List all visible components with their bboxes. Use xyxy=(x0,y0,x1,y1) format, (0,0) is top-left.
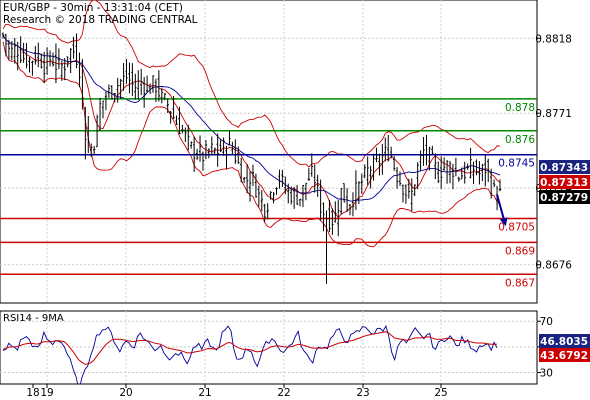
fast-ma-line xyxy=(2,35,501,219)
x-tick-label: 18 xyxy=(26,387,39,399)
price-badge-red-box xyxy=(539,175,590,189)
rsi-line xyxy=(2,324,498,384)
price-tick-label: 0.8771 xyxy=(535,108,572,120)
rsi-ma-line xyxy=(2,331,497,365)
bollinger-bands xyxy=(2,0,501,248)
x-grid: 18 19 20 21 22 23 25 xyxy=(0,0,537,399)
price-badge-blue-label: 0.87343 xyxy=(540,162,588,174)
rsi-grid: 705030 xyxy=(0,316,553,379)
header-symbol-line: EUR/GBP - 30min - 13:31:04 (CET) xyxy=(3,2,183,14)
rsi-tick-label: 70 xyxy=(540,316,553,328)
price-tick-label: 0.8818 xyxy=(535,33,572,45)
price-badge-red-label: 0.87313 xyxy=(540,177,588,189)
forecast-arrow xyxy=(496,194,508,227)
price-badges: 0.87343 0.87313 0.87279 46.8035 43.6792 xyxy=(539,160,590,362)
level-label: 0.869 xyxy=(505,245,535,257)
upper-band-line xyxy=(2,0,501,168)
x-tick-label: 22 xyxy=(277,387,290,399)
x-tick-label: 25 xyxy=(434,387,447,399)
rsi-lines xyxy=(2,324,498,384)
rsi-badge-red-label: 43.6792 xyxy=(540,350,588,362)
x-tick-label: 20 xyxy=(119,387,132,399)
rsi-badge-blue-label: 46.8035 xyxy=(540,336,588,348)
rsi-title: RSI14 - 9MA xyxy=(3,313,64,324)
rsi-badge-blue-box xyxy=(539,334,590,348)
rsi-tick-label: 30 xyxy=(540,367,553,379)
price-tick-label: 0.8676 xyxy=(535,260,572,272)
price-bars xyxy=(1,32,508,284)
level-label: 0.867 xyxy=(505,277,535,289)
x-tick-label: 21 xyxy=(198,387,211,399)
level-label: 0.876 xyxy=(505,134,535,146)
price-badge-black-label: 0.87279 xyxy=(540,192,588,204)
header-copyright-line: Research © 2018 TRADING CENTRAL xyxy=(3,14,198,26)
price-badge-blue-box xyxy=(539,160,590,174)
level-label: 0.8745 xyxy=(498,158,535,170)
level-label: 0.8705 xyxy=(498,221,535,233)
lower-band-line xyxy=(2,41,501,248)
x-tick-label: 19 xyxy=(40,387,53,399)
price-panel-frame xyxy=(0,0,538,304)
price-levels: 0.878 0.876 0.8745 0.8705 0.869 0.867 xyxy=(0,98,537,289)
price-badge-black-box xyxy=(539,190,590,204)
x-tick-label: 23 xyxy=(356,387,369,399)
rsi-badge-red-box xyxy=(539,348,590,362)
level-label: 0.878 xyxy=(505,102,535,114)
slow-ma-line xyxy=(2,35,501,202)
